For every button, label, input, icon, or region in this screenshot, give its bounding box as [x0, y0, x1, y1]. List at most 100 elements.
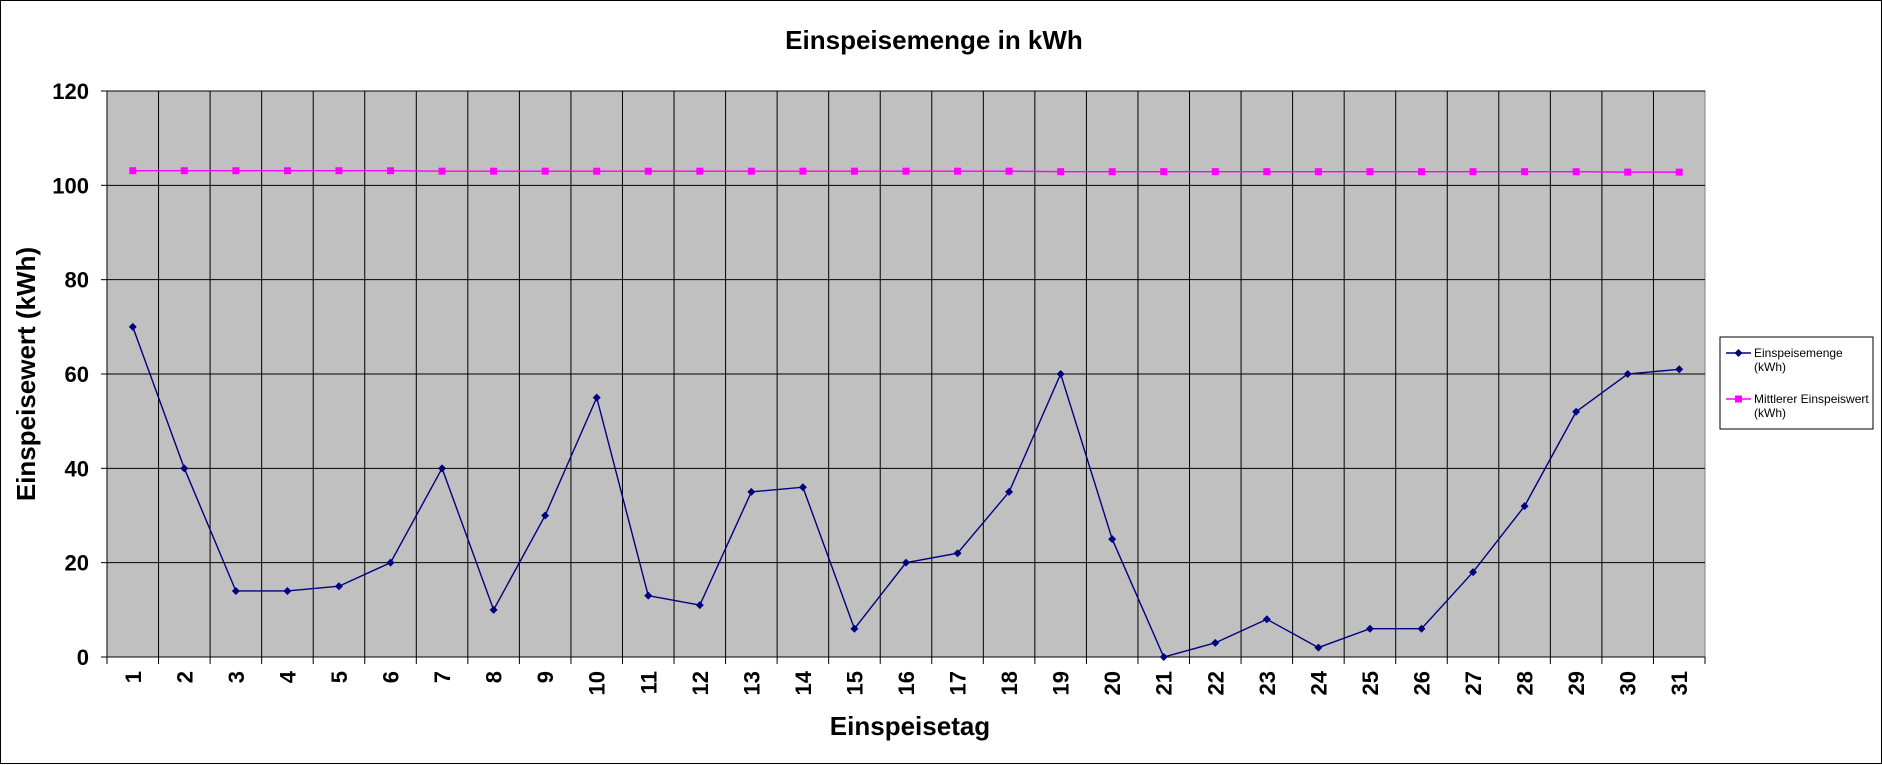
x-tick-label: 4 — [275, 670, 300, 683]
y-tick-label: 40 — [65, 456, 89, 481]
data-point-diamond — [1469, 568, 1478, 577]
data-point-square — [180, 167, 188, 175]
data-point-square — [1263, 168, 1271, 176]
data-point-diamond — [334, 582, 343, 591]
data-point-diamond — [1108, 535, 1117, 544]
data-point-diamond — [644, 591, 653, 600]
legend-label: (kWh) — [1754, 360, 1786, 374]
data-point-square — [1211, 168, 1219, 176]
x-tick-label: 5 — [327, 671, 352, 683]
data-point-square — [490, 167, 498, 175]
y-axis-title: Einspeisewert (kWh) — [11, 247, 41, 501]
legend-label: (kWh) — [1754, 406, 1786, 420]
data-point-diamond — [386, 558, 395, 567]
legend-marker-diamond — [1734, 349, 1743, 357]
series-layer — [128, 167, 1684, 661]
x-tick-label: 14 — [791, 670, 816, 695]
data-point-diamond — [1262, 615, 1271, 624]
data-point-diamond — [438, 464, 447, 473]
data-point-diamond — [489, 605, 498, 614]
data-point-diamond — [1159, 653, 1168, 661]
x-tick-label: 10 — [585, 671, 610, 695]
data-point-square — [1521, 168, 1529, 176]
x-tick-label: 6 — [379, 671, 404, 683]
data-point-square — [1572, 168, 1580, 176]
x-tick-label: 2 — [172, 671, 197, 683]
data-point-diamond — [1056, 370, 1065, 378]
data-point-diamond — [541, 511, 550, 520]
legend-label: Einspeisemenge — [1754, 346, 1843, 360]
x-tick-label: 11 — [636, 671, 661, 694]
x-tick-label: 16 — [894, 671, 919, 695]
data-point-square — [283, 167, 291, 175]
data-point-diamond — [695, 601, 704, 610]
data-point-square — [335, 167, 343, 175]
grid-layer — [107, 90, 1705, 657]
data-point-square — [1366, 168, 1374, 176]
data-point-diamond — [1211, 638, 1220, 647]
data-point-square — [438, 167, 446, 175]
data-point-diamond — [231, 586, 240, 595]
legend-marker-square — [1735, 395, 1742, 403]
y-tick-label: 0 — [77, 645, 89, 670]
data-point-diamond — [1365, 624, 1374, 633]
x-tick-label: 3 — [224, 671, 249, 683]
x-tick-label: 22 — [1203, 671, 1228, 695]
y-tick-label: 20 — [65, 551, 89, 576]
data-point-diamond — [747, 487, 756, 496]
x-tick-label: 7 — [430, 671, 455, 683]
x-tick-label: 21 — [1152, 671, 1177, 695]
x-tick-label: 15 — [842, 671, 867, 695]
x-tick-label: 27 — [1461, 671, 1486, 695]
data-point-diamond — [1572, 407, 1581, 416]
x-axis-title: Einspeisetag — [830, 711, 990, 741]
data-point-diamond — [798, 483, 807, 492]
x-tick-label: 25 — [1358, 671, 1383, 695]
data-point-square — [387, 167, 395, 175]
data-point-diamond — [592, 393, 601, 402]
y-tick-label: 120 — [52, 79, 89, 104]
x-tick-label: 26 — [1409, 671, 1434, 695]
data-point-diamond — [1417, 624, 1426, 633]
data-point-diamond — [1314, 643, 1323, 652]
data-point-square — [541, 167, 549, 175]
data-point-diamond — [1623, 370, 1632, 378]
legend: Einspeisemenge(kWh)Mittlerer Einspeiswer… — [1719, 336, 1874, 430]
data-point-square — [232, 167, 240, 175]
x-tick-label: 29 — [1564, 671, 1589, 695]
data-point-diamond — [953, 549, 962, 558]
y-tick-label: 60 — [65, 362, 89, 387]
x-tick-label: 17 — [946, 671, 971, 695]
data-point-square — [696, 167, 704, 175]
chart-title: Einspeisemenge in kWh — [785, 25, 1083, 55]
data-point-square — [593, 167, 601, 175]
x-tick-label: 18 — [997, 671, 1022, 695]
data-point-diamond — [180, 464, 189, 473]
data-point-square — [902, 167, 910, 175]
x-tick-label: 23 — [1255, 671, 1280, 695]
y-tick-label: 100 — [52, 173, 89, 198]
x-tick-label: 8 — [482, 671, 507, 683]
data-point-square — [644, 167, 652, 175]
data-point-square — [850, 167, 858, 175]
data-point-diamond — [1005, 487, 1014, 496]
x-tick-label: 9 — [533, 671, 558, 683]
x-tick-label: 20 — [1100, 671, 1125, 695]
x-tick-label: 24 — [1306, 670, 1331, 695]
y-tick-label: 80 — [65, 268, 89, 293]
data-point-square — [1469, 168, 1477, 176]
x-tick-label: 31 — [1667, 671, 1692, 695]
data-point-square — [954, 167, 962, 175]
data-point-square — [1108, 168, 1116, 176]
x-tick-label: 13 — [739, 671, 764, 695]
data-point-square — [799, 167, 807, 175]
x-tick-label: 1 — [121, 671, 146, 683]
data-point-square — [1160, 168, 1168, 176]
x-tick-label: 19 — [1049, 671, 1074, 695]
data-point-square — [1675, 168, 1683, 176]
data-point-diamond — [128, 322, 137, 331]
x-tick-label: 28 — [1513, 671, 1538, 695]
data-point-square — [747, 167, 755, 175]
